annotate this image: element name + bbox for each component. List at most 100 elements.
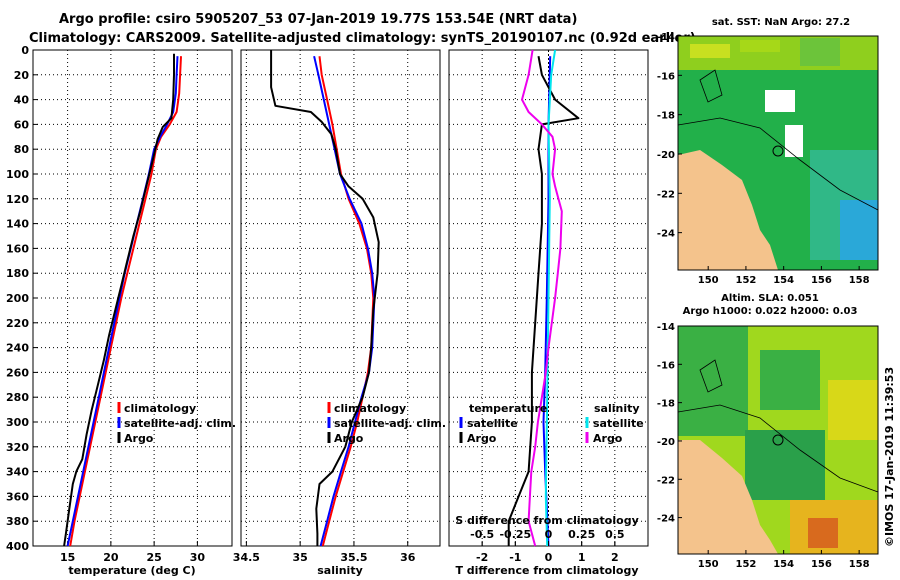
series-line-argo [270, 50, 380, 546]
map-lat-label: -18 [657, 111, 675, 122]
sst-warm-patch [800, 38, 840, 66]
salinity-x-axis: 34.5 35 35.5 36 [233, 541, 416, 564]
y-tick-label: 140 [6, 218, 29, 231]
legend-title-temperature: temperature [469, 402, 547, 415]
salinity-series [270, 50, 380, 547]
y-tick-label: 20 [14, 69, 30, 82]
series-line-s-satellite [544, 49, 557, 547]
difference-series [507, 49, 580, 547]
x-tick-label: 30 [190, 551, 206, 564]
series-line-argo [63, 53, 175, 547]
x-tick-label: -1 [509, 551, 521, 564]
map-lat-label: -24 [657, 229, 675, 240]
sst-cool-patch [840, 200, 878, 260]
temperature-panel: 0 20 40 60 80 100 120 140 160 180 200 220 240 260 280 3… [6, 44, 236, 577]
salinity-plot-frame [240, 49, 441, 547]
sla-bathymetry-contour [677, 404, 879, 493]
map-lat-label: -22 [657, 189, 675, 200]
salinity-legend-climatology: climatology [334, 402, 406, 415]
y-tick-label: 300 [6, 416, 29, 429]
sla-reef-contour [699, 359, 723, 393]
y-tick-label: 260 [6, 366, 29, 379]
series-line-s-argo [521, 49, 563, 547]
salinity-legend: climatology satellite-adj. clim. Argo [327, 402, 446, 445]
map-lat-label: -14 [657, 322, 675, 333]
x-tick-label: -2 [476, 551, 488, 564]
map-lon-label: 150 [698, 559, 719, 570]
temperature-legend: climatology satellite-adj. clim. Argo [117, 402, 236, 445]
y-tick-label: 380 [6, 515, 29, 528]
map-lon-label: 154 [773, 275, 794, 286]
y-tick-label: 120 [6, 193, 29, 206]
sla-low-patch [745, 430, 825, 500]
map-lat-label: -16 [657, 360, 675, 371]
sla-peak-patch [808, 518, 838, 548]
legend-s-satellite: satellite [593, 417, 644, 430]
y-tick-label: 360 [6, 490, 29, 503]
temperature-legend-argo: Argo [124, 432, 154, 445]
difference-legend: temperature satellite Argo salinity sate… [459, 402, 644, 445]
y-tick-label: 180 [6, 267, 29, 280]
series-line-climatology [318, 56, 375, 547]
legend-t-argo: Argo [467, 432, 497, 445]
legend-s-argo: Argo [593, 432, 623, 445]
salinity-xlabel: salinity [317, 564, 363, 577]
sla-map-axes: 150 152 154 156 158 -14 -16 -18 -20 -22 -24 [657, 322, 870, 570]
temperature-legend-satellite: satellite-adj. clim. [124, 417, 236, 430]
sla-map: Altim. SLA: 0.051 Argo h1000: 0.022 h200… [657, 293, 879, 570]
sst-map-title: sat. SST: NaN Argo: 27.2 [712, 17, 850, 28]
y-tick-label: 280 [6, 391, 29, 404]
legend-t-satellite: satellite [467, 417, 518, 430]
map-lon-label: 158 [849, 559, 870, 570]
map-lat-label: -20 [657, 150, 675, 161]
figure-title-line1: Argo profile: csiro 5905207_53 07-Jan-20… [59, 12, 577, 27]
map-lon-label: 152 [735, 559, 756, 570]
salinity-panel: 34.5 35 35.5 36 salinity climatology satell… [233, 49, 446, 577]
map-lat-label: -18 [657, 399, 675, 410]
x-tick-label: 0 [545, 551, 553, 564]
map-lon-label: 152 [735, 275, 756, 286]
map-lon-label: 154 [773, 559, 794, 570]
difference-t-axis: -2 -1 0 1 2 [476, 541, 619, 564]
temperature-depth-axis: 0 20 40 60 80 100 120 140 160 180 200 220 240 260 280 3… [6, 44, 38, 553]
legend-title-salinity: salinity [594, 402, 640, 415]
sst-cloud-mask [765, 90, 795, 112]
y-tick-label: 60 [14, 118, 30, 131]
sst-map-frame [677, 35, 879, 271]
sst-map-axes: 150 152 154 156 158 -14 -16 -18 -20 -22 -24 [657, 32, 870, 286]
sla-low-patch [760, 350, 820, 410]
temperature-plot-frame [32, 49, 233, 547]
s-tick-label: 0 [545, 528, 553, 541]
y-tick-label: 220 [6, 317, 29, 330]
sst-map-field [677, 36, 879, 270]
x-tick-label: 2 [611, 551, 619, 564]
salinity-legend-argo: Argo [334, 432, 364, 445]
difference-panel: -2 -1 0 1 2 -0.5 -0.25 0 0.25 0.5 T difference f… [448, 49, 649, 577]
x-tick-label: 36 [400, 551, 416, 564]
figure-title-line2: Climatology: CARS2009. Satellite-adjuste… [29, 31, 696, 46]
x-tick-label: 20 [103, 551, 119, 564]
sla-argo-location-marker [772, 434, 784, 446]
temperature-xlabel: temperature (deg C) [68, 564, 195, 577]
s-tick-label: 0.5 [605, 528, 625, 541]
sst-cloud-mask [785, 125, 803, 157]
series-line-climatology [69, 56, 182, 547]
map-lon-label: 156 [811, 559, 832, 570]
map-lat-label: -16 [657, 71, 675, 82]
sla-low-patch [678, 326, 748, 436]
y-tick-label: 160 [6, 242, 29, 255]
sla-land [678, 440, 778, 554]
temperature-series [63, 53, 182, 547]
x-tick-label: 35 [293, 551, 308, 564]
map-lon-label: 156 [811, 275, 832, 286]
map-lat-label: -14 [657, 32, 675, 43]
y-tick-label: 240 [6, 342, 29, 355]
imos-credit: ©IMOS 17-Jan-2019 11:39:53 [883, 367, 896, 547]
y-tick-label: 400 [6, 540, 29, 553]
y-tick-label: 0 [21, 44, 29, 57]
difference-grid [449, 50, 648, 546]
sst-warm-patch [690, 44, 730, 58]
y-tick-label: 200 [6, 292, 29, 305]
sla-map-subtitle: Argo h1000: 0.022 h2000: 0.03 [683, 306, 858, 317]
